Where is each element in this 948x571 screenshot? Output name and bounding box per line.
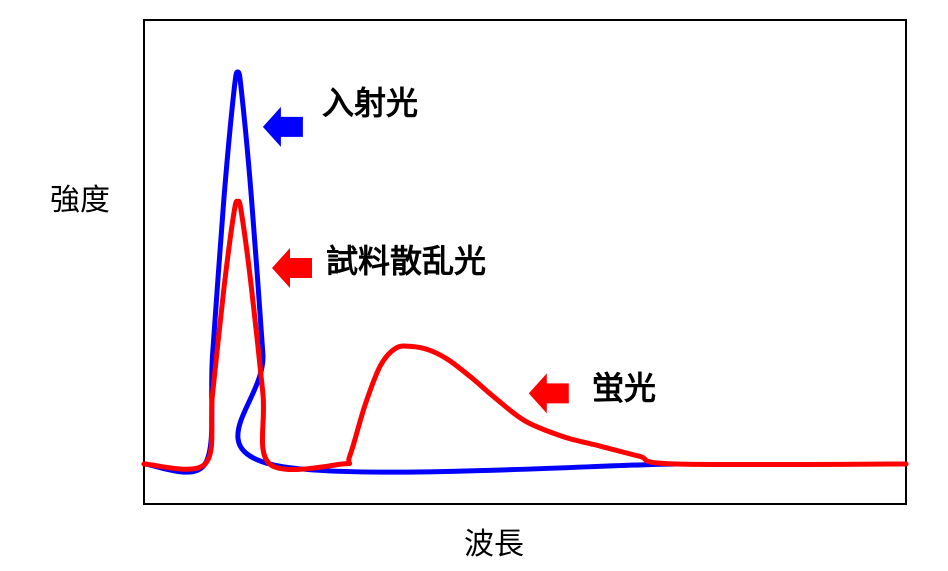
- annotation-fluorescence-label: 蛍光: [592, 369, 656, 407]
- series-sample-line: [141, 198, 909, 473]
- annotation-arrows: [262, 106, 569, 414]
- y-axis-label: 強度: [50, 183, 110, 218]
- arrow-incident-icon: [262, 106, 303, 147]
- series-lines: [141, 69, 909, 475]
- annotation-incident-label: 入射光: [322, 84, 418, 122]
- arrow-sample-icon: [272, 248, 312, 288]
- x-axis-label: 波長: [464, 527, 524, 562]
- annotation-sample-label: 試料散乱光: [326, 242, 486, 280]
- arrow-fluorescence-icon: [528, 373, 569, 414]
